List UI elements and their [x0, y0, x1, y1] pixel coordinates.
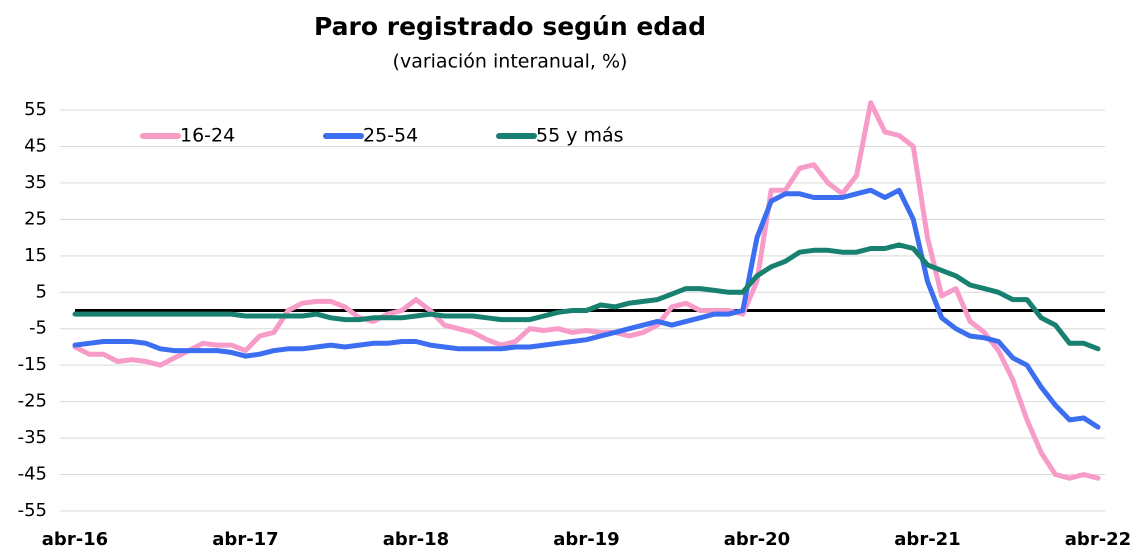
- legend-label: 55 y más: [536, 125, 624, 147]
- legend-label: 16-24: [180, 125, 235, 147]
- y-tick-label: -15: [18, 354, 47, 375]
- x-tick-label: abr-19: [553, 529, 619, 550]
- x-tick-label: abr-17: [212, 529, 278, 550]
- x-tick-label: abr-22: [1065, 529, 1131, 550]
- series-line: [72, 100, 1101, 481]
- y-tick-label: -55: [18, 500, 47, 521]
- y-tick-label: -25: [18, 391, 47, 412]
- y-tick-label: 45: [24, 135, 47, 156]
- series-line: [72, 187, 1101, 430]
- y-tick-label: 35: [24, 172, 47, 193]
- y-tick-label: -5: [29, 318, 47, 339]
- chart-subtitle: (variación interanual, %): [393, 51, 628, 73]
- x-tick-label: abr-16: [42, 529, 108, 550]
- y-tick-label: 55: [24, 99, 47, 120]
- chart-title: Paro registrado según edad: [314, 12, 706, 41]
- legend-label: 25-54: [363, 125, 418, 147]
- x-tick-label: abr-18: [383, 529, 449, 550]
- y-tick-label: -35: [18, 427, 47, 448]
- y-tick-label: 25: [24, 208, 47, 229]
- x-tick-label: abr-21: [894, 529, 960, 550]
- y-tick-label: 5: [36, 281, 47, 302]
- y-tick-label: 15: [24, 245, 47, 266]
- y-tick-label: -45: [18, 464, 47, 485]
- x-tick-label: abr-20: [724, 529, 790, 550]
- series-line: [72, 242, 1101, 352]
